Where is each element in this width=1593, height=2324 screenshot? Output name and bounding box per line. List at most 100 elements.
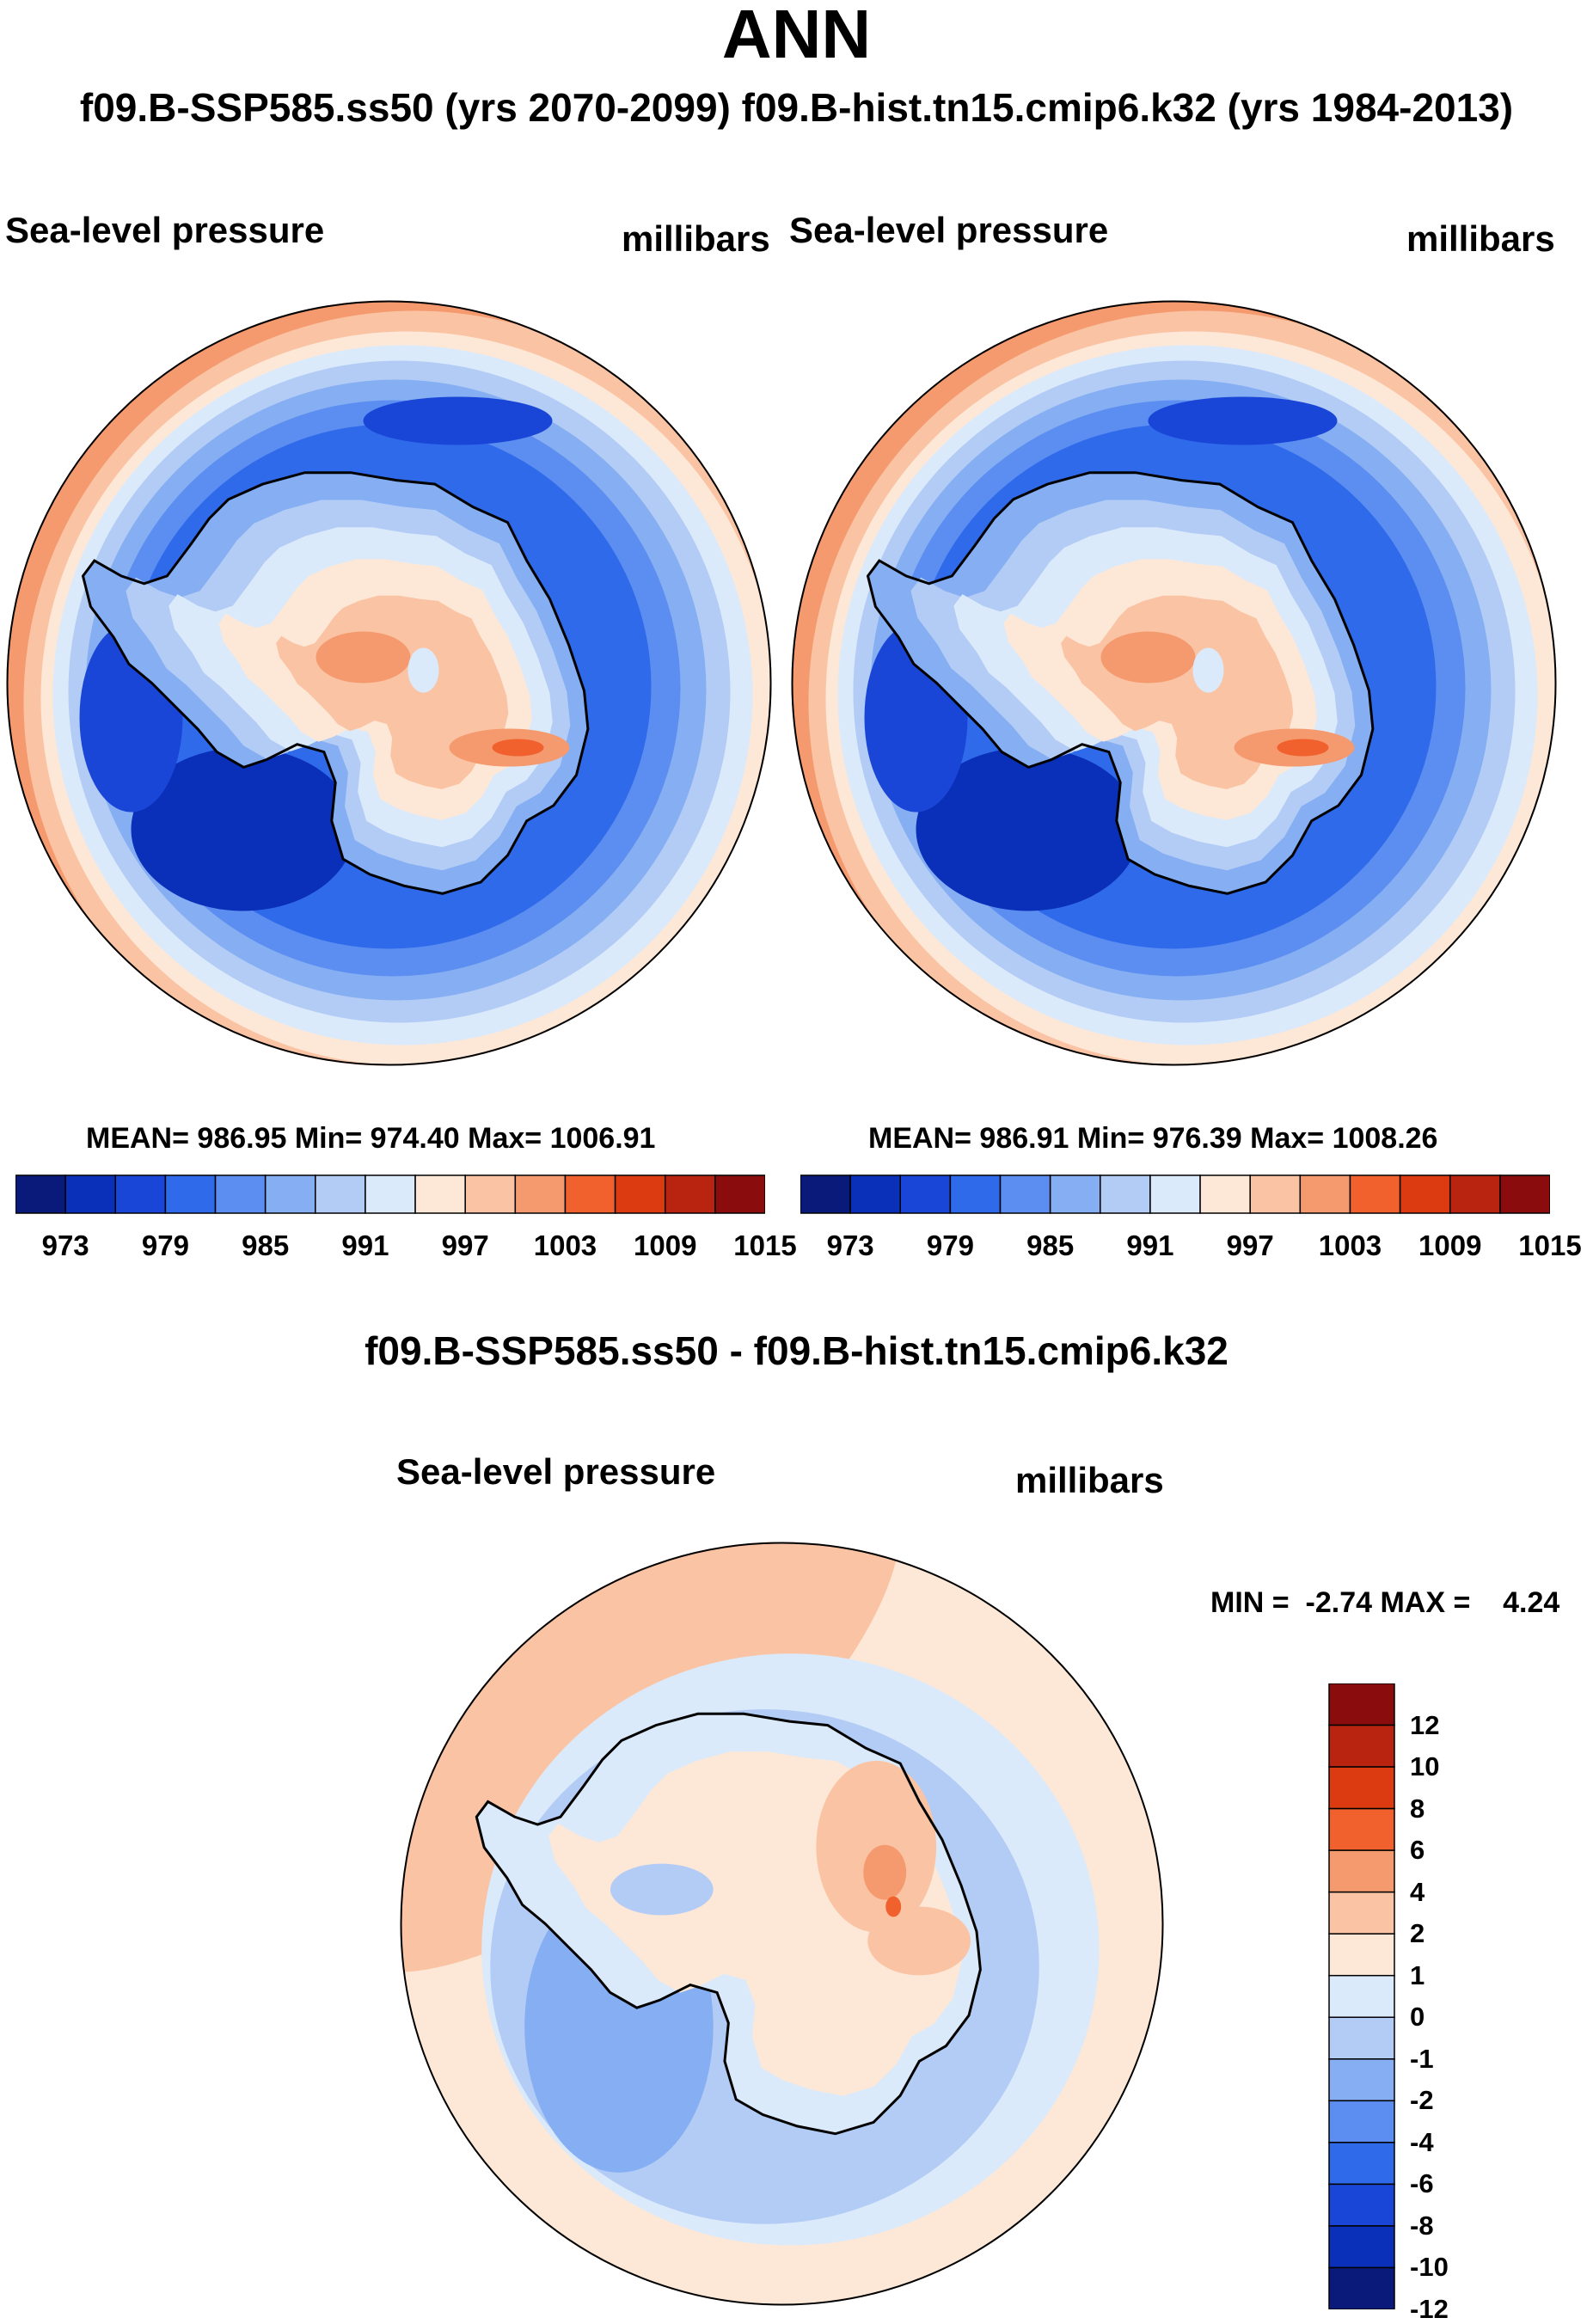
colorbar-swatch — [1100, 1174, 1151, 1214]
colorbar-tick-label: -2 — [1410, 2085, 1434, 2116]
colorbar-swatch — [1199, 1174, 1251, 1214]
diff-variable-label: Sea-level pressure — [396, 1451, 716, 1492]
colorbar-tick-label: -4 — [1410, 2126, 1434, 2157]
colorbar-tick-label: 1 — [1410, 1959, 1425, 1990]
diff-positive — [863, 1844, 907, 1900]
colorbar-swatch — [1328, 1766, 1395, 1810]
colorbar-tick-label: 6 — [1410, 1835, 1425, 1866]
colorbar-tick-label: -8 — [1410, 2210, 1434, 2241]
colorbar-swatch — [1499, 1174, 1550, 1214]
colorbar-swatch — [464, 1174, 517, 1214]
slp-low-lobe — [363, 396, 553, 445]
colorbar-tick-label: -1 — [1410, 2043, 1434, 2074]
colorbar-swatch — [1299, 1174, 1351, 1214]
colorbar-tick-label: 997 — [441, 1229, 489, 1261]
colorbar-swatch — [899, 1174, 952, 1214]
colorbar-swatch — [365, 1174, 416, 1214]
colorbar-swatch — [64, 1174, 117, 1214]
colorbar-tick-label: 973 — [41, 1229, 89, 1261]
colorbar-swatch — [1249, 1174, 1302, 1214]
colorbar-tick-label: 1009 — [1418, 1229, 1482, 1261]
colorbar-swatch — [714, 1174, 765, 1214]
colorbar-swatch — [114, 1174, 167, 1214]
panel1-stats: MEAN= 986.95 Min= 974.40 Max= 1006.91 — [86, 1122, 656, 1155]
panel1-variable-label: Sea-level pressure — [5, 210, 325, 250]
colorbar-swatch — [15, 1174, 66, 1214]
colorbar-swatch — [264, 1174, 316, 1214]
colorbar-tick-label: 12 — [1410, 1709, 1440, 1740]
map-border — [400, 1542, 1164, 2306]
colorbar-swatch — [949, 1174, 1002, 1214]
slp-low-lobe — [1148, 396, 1338, 445]
slp-high-core — [1100, 631, 1196, 684]
colorbar-swatch — [1328, 1807, 1395, 1851]
diff-units-label: millibars — [1015, 1460, 1164, 1500]
colorbar-swatch — [1449, 1174, 1501, 1214]
colorbar-tick-label: 1015 — [1518, 1229, 1582, 1261]
slp-high-core — [316, 631, 411, 684]
coastline — [475, 1712, 982, 2136]
colorbar-swatch — [1328, 1891, 1395, 1935]
diff-positive — [885, 1896, 902, 1917]
diff-title: f09.B-SSP585.ss50 - f09.B-hist.tn15.cmip… — [365, 1328, 1228, 1373]
diff-min-max: MIN = -2.74 MAX = 4.24 — [1210, 1586, 1560, 1619]
colorbar-tick-label: 10 — [1410, 1751, 1440, 1782]
colorbar-tick-label: 1009 — [634, 1229, 697, 1261]
slp-low-patch — [1192, 647, 1224, 693]
colorbar-tick-label: -6 — [1410, 2168, 1434, 2199]
slp-high-core — [1277, 739, 1329, 757]
colorbar-tick-label: 991 — [341, 1229, 389, 1261]
colorbar-swatch — [1328, 1974, 1395, 2019]
colorbar-tick-label: 8 — [1410, 1793, 1425, 1824]
colorbar-swatch — [1328, 2100, 1395, 2143]
colorbar-swatch — [1328, 2183, 1395, 2227]
colorbar-swatch — [1328, 2225, 1395, 2269]
colorbar-tick-label: 2 — [1410, 1918, 1425, 1949]
panel2-variable-label: Sea-level pressure — [789, 210, 1109, 250]
colorbar-swatch — [1328, 1849, 1395, 1893]
colorbar-tick-label: 0 — [1410, 2002, 1425, 2033]
colorbar-swatch — [1328, 2016, 1395, 2060]
colorbar-swatch — [1049, 1174, 1101, 1214]
colorbar-swatch — [800, 1174, 851, 1214]
colorbar-swatch — [214, 1174, 267, 1214]
coastline — [866, 471, 1375, 895]
panel2-stats: MEAN= 986.91 Min= 976.39 Max= 1008.26 — [868, 1122, 1438, 1155]
panel1-polar-map — [6, 300, 772, 1066]
slp-low-patch — [407, 647, 439, 693]
diff-negative — [610, 1863, 714, 1916]
colorbar-swatch — [514, 1174, 567, 1214]
colorbar-tick-label: 997 — [1226, 1229, 1274, 1261]
colorbar-swatch — [1349, 1174, 1401, 1214]
figure-title: ANN — [721, 0, 872, 72]
panel2-units-label: millibars — [1406, 218, 1555, 259]
colorbar-swatch — [1328, 2266, 1395, 2309]
colorbar-swatch — [1328, 1683, 1395, 1726]
panel1-colorbar — [15, 1174, 765, 1214]
colorbar-swatch — [164, 1174, 217, 1214]
colorbar-tick-label: -12 — [1410, 2294, 1449, 2324]
colorbar-tick-label: -10 — [1410, 2252, 1449, 2283]
colorbar-swatch — [1328, 2142, 1395, 2186]
colorbar-tick-label: 1015 — [733, 1229, 797, 1261]
colorbar-tick-label: 979 — [141, 1229, 189, 1261]
diff-positive — [816, 1760, 937, 1933]
colorbar-swatch — [315, 1174, 366, 1214]
colorbar-tick-label: 1003 — [1318, 1229, 1382, 1261]
colorbar-swatch — [1328, 1933, 1395, 1977]
colorbar-swatch — [414, 1174, 466, 1214]
slp-high-core — [492, 739, 544, 757]
colorbar-swatch — [1328, 1724, 1395, 1768]
colorbar-swatch — [664, 1174, 716, 1214]
colorbar-tick-label: 1003 — [533, 1229, 597, 1261]
map-border — [6, 300, 772, 1066]
colorbar-tick-label: 973 — [826, 1229, 874, 1261]
colorbar-tick-label: 985 — [1026, 1229, 1075, 1261]
colorbar-tick-label: 979 — [926, 1229, 974, 1261]
diff-positive — [867, 1906, 971, 1976]
panel1-units-label: millibars — [622, 218, 770, 259]
colorbar-tick-label: 985 — [242, 1229, 290, 1261]
diff-polar-map — [400, 1542, 1164, 2306]
figure-subtitle: f09.B-SSP585.ss50 (yrs 2070-2099) f09.B-… — [79, 85, 1514, 130]
slp-low-lobe — [916, 747, 1140, 911]
